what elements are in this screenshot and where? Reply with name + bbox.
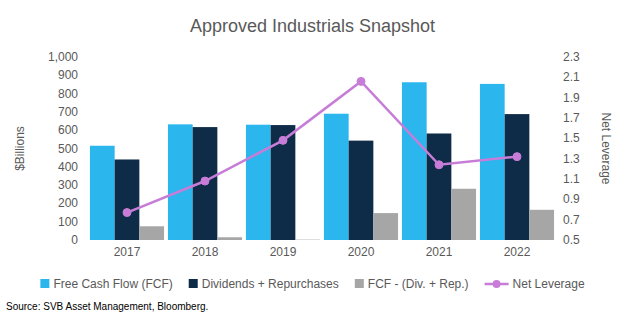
bar — [139, 226, 164, 240]
line-marker — [279, 136, 287, 144]
bar — [373, 213, 398, 240]
x-tick-label: 2022 — [504, 245, 531, 259]
y-tick-label: 400 — [58, 160, 78, 174]
title: Approved Industrials Snapshot — [190, 16, 435, 36]
bar — [324, 114, 349, 240]
bar — [402, 82, 427, 240]
y2-tick-label: 2.1 — [563, 70, 580, 84]
y2-tick-label: 0.5 — [563, 233, 580, 247]
bar — [451, 189, 476, 240]
background — [0, 0, 625, 318]
x-tick-label: 2020 — [348, 245, 375, 259]
y2-tick-label: 0.7 — [563, 213, 580, 227]
bar — [427, 133, 452, 240]
plot-area — [90, 81, 554, 240]
legend-swatch — [189, 279, 198, 288]
legend-label: Dividends + Repurchases — [202, 277, 339, 291]
line-marker — [435, 161, 443, 169]
y-tick-label: 1,000 — [48, 50, 78, 64]
legend-swatch — [40, 279, 49, 288]
y-tick-label: 900 — [58, 68, 78, 82]
y2-tick-label: 1.1 — [563, 172, 580, 186]
y-axis-label: $Billions — [13, 126, 27, 171]
source-note: Source: SVB Asset Management, Bloomberg. — [6, 301, 208, 312]
y-tick-label: 200 — [58, 196, 78, 210]
y-tick-label: 500 — [58, 142, 78, 156]
legend-label: Free Cash Flow (FCF) — [53, 277, 172, 291]
bar — [115, 159, 140, 240]
legend-item: FCF - (Div. + Rep.) — [355, 277, 469, 291]
bar — [217, 237, 242, 240]
y-tick-label: 700 — [58, 105, 78, 119]
legend-label: Net Leverage — [513, 277, 585, 291]
legend-label: FCF - (Div. + Rep.) — [368, 277, 469, 291]
y2-tick-label: 0.9 — [563, 192, 580, 206]
bar — [480, 84, 505, 240]
y-tick-label: 0 — [71, 233, 78, 247]
y2-tick-label: 1.5 — [563, 131, 580, 145]
line-marker — [357, 77, 365, 85]
line-marker — [201, 177, 209, 185]
y2-tick-label: 1.9 — [563, 91, 580, 105]
y2-tick-label: 1.7 — [563, 111, 580, 125]
bar — [90, 146, 115, 240]
bar — [168, 124, 193, 240]
bar — [246, 125, 271, 240]
legend: Free Cash Flow (FCF) Dividends + Repurcha… — [40, 277, 585, 291]
x-tick-label: 2017 — [114, 245, 141, 259]
line-marker — [123, 209, 131, 217]
legend-marker — [493, 280, 501, 288]
x-tick-label: 2019 — [270, 245, 297, 259]
bar — [529, 210, 554, 240]
y2-tick-label: 1.3 — [563, 152, 580, 166]
markers — [123, 77, 521, 216]
y-tick-label: 800 — [58, 87, 78, 101]
x-tick-label: 2021 — [426, 245, 453, 259]
y-tick-label: 300 — [58, 178, 78, 192]
legend-item: Free Cash Flow (FCF) — [40, 277, 172, 291]
line-marker — [513, 153, 521, 161]
bar — [349, 141, 374, 240]
y2-tick-label: 2.3 — [563, 50, 580, 64]
y-tick-label: 100 — [58, 215, 78, 229]
chart: Approved Industrials Snapshot 0 100 200 300 4… — [0, 0, 625, 318]
bar — [271, 125, 296, 240]
bar — [295, 239, 320, 240]
legend-item: Net Leverage — [485, 277, 585, 291]
line — [127, 81, 517, 212]
y2-axis-label: Net Leverage — [599, 112, 613, 184]
y-tick-label: 600 — [58, 123, 78, 137]
bar — [505, 114, 530, 240]
legend-swatch — [355, 279, 364, 288]
x-tick-label: 2018 — [192, 245, 219, 259]
legend-item: Dividends + Repurchases — [189, 277, 339, 291]
